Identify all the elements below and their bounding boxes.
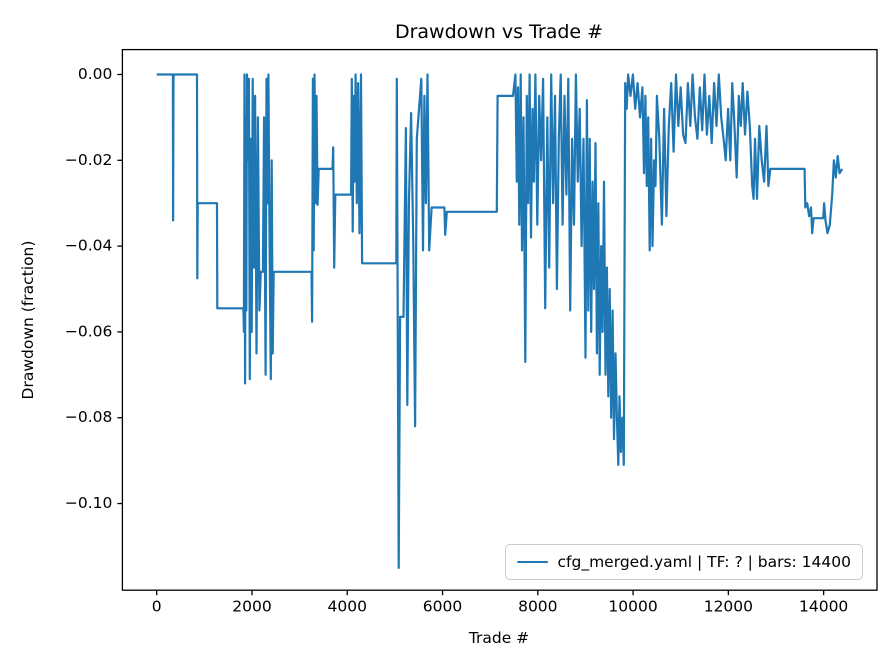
x-axis-label: Trade # — [468, 629, 530, 647]
axes-spines — [121, 48, 878, 591]
legend-line-sample-icon — [516, 560, 548, 564]
x-tick-label: 4000 — [328, 597, 367, 615]
chart-title: Drawdown vs Trade # — [394, 21, 604, 43]
x-tick-label: 12000 — [704, 597, 753, 615]
y-tick-label: −0.04 — [65, 237, 113, 255]
y-axis-label: Drawdown (fraction) — [19, 240, 37, 400]
y-tick-label: −0.10 — [65, 494, 113, 512]
y-tick-label: −0.08 — [65, 408, 113, 426]
x-tick-label: 10000 — [608, 597, 657, 615]
y-tick-label: −0.06 — [65, 322, 113, 340]
x-tick-label: 6000 — [423, 597, 462, 615]
x-tick-label: 2000 — [232, 597, 271, 615]
x-tick-label: 14000 — [799, 597, 848, 615]
y-tick-label: 0.00 — [78, 65, 113, 83]
x-tick-label: 8000 — [518, 597, 557, 615]
drawdown-line — [156, 73, 844, 570]
legend: cfg_merged.yaml | TF: ? | bars: 14400 — [504, 544, 863, 580]
legend-label: cfg_merged.yaml | TF: ? | bars: 14400 — [557, 553, 851, 571]
y-tick-label: −0.02 — [65, 151, 113, 169]
x-tick-label: 0 — [152, 597, 162, 615]
